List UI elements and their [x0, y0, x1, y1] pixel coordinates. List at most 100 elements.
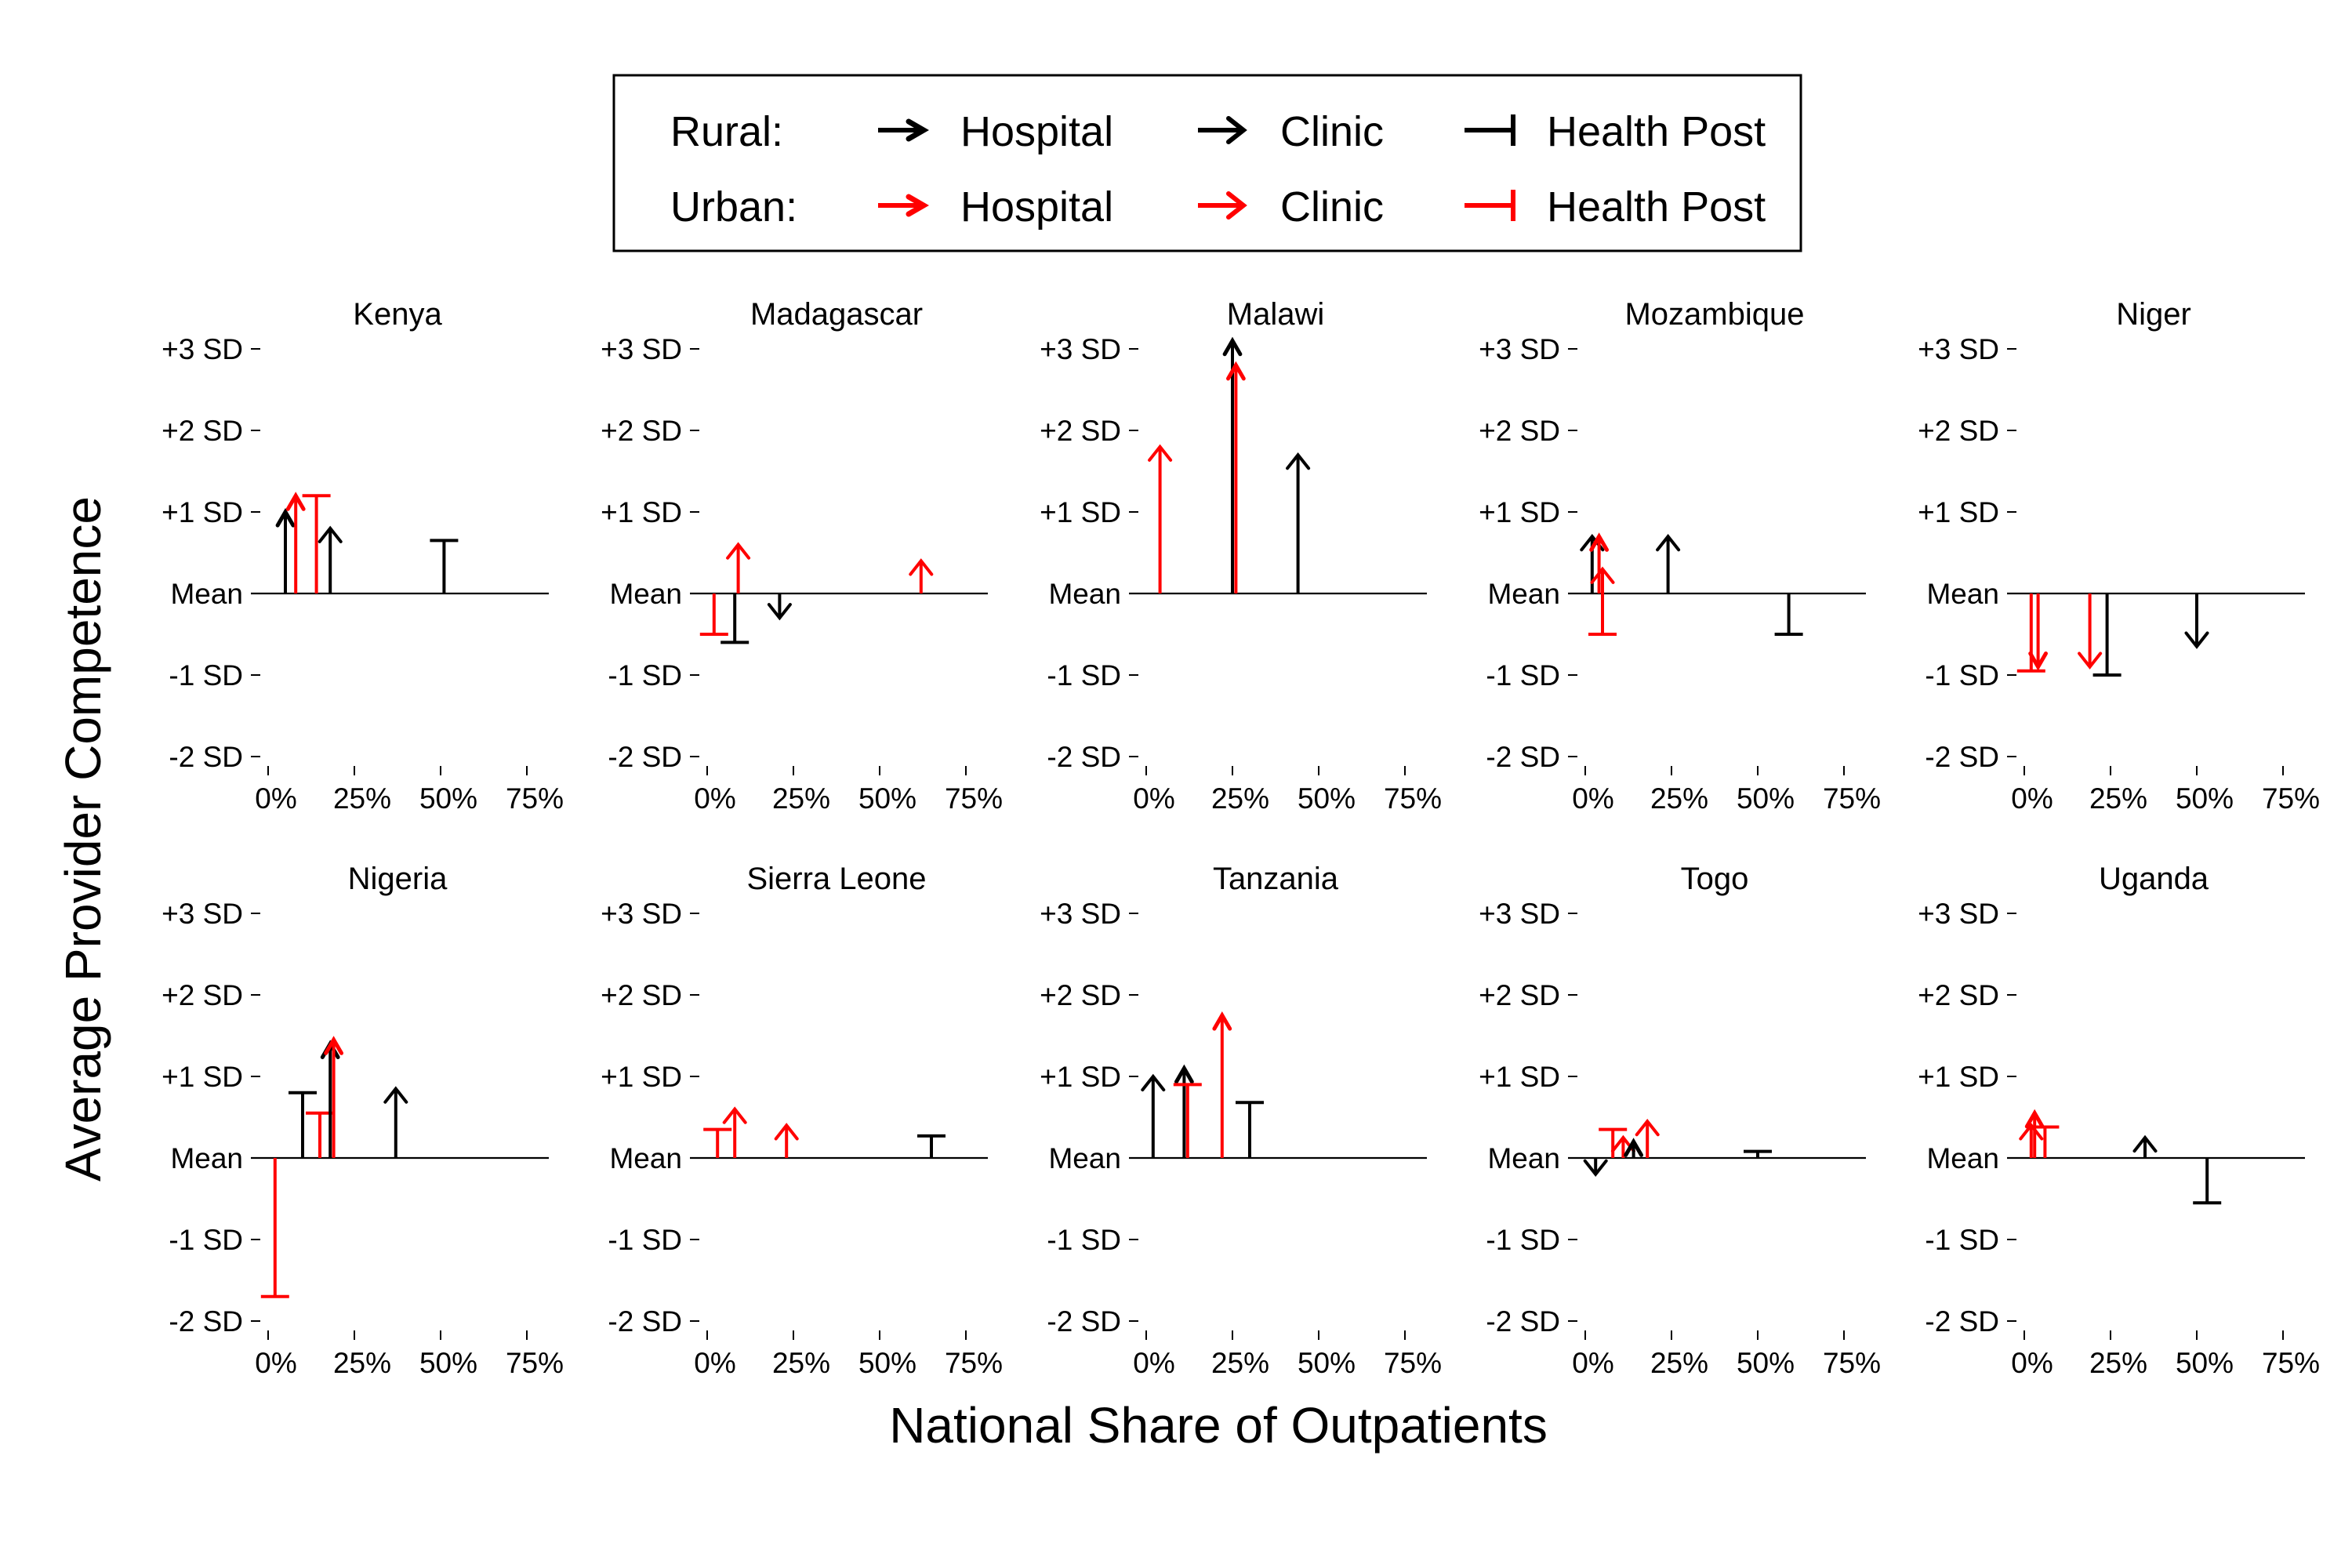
y-tick-label: +3 SD: [162, 333, 243, 365]
y-tick-label: -1 SD: [1925, 659, 1999, 691]
x-tick-label: 0%: [255, 1347, 296, 1379]
x-tick-label: 75%: [1384, 1347, 1442, 1379]
x-tick-label: 50%: [419, 1347, 477, 1379]
legend-row-label: Urban:: [670, 183, 797, 230]
y-tick-label: -2 SD: [1047, 741, 1121, 773]
panel-title: Niger: [2116, 297, 2191, 332]
y-tick-label: +3 SD: [1918, 333, 1999, 365]
x-tick-label: 0%: [2011, 1347, 2053, 1379]
y-tick-label: +3 SD: [1040, 333, 1121, 365]
x-tick-label: 75%: [506, 1347, 564, 1379]
x-tick-label: 25%: [2089, 782, 2147, 815]
marker-urban-hospital: [1226, 361, 1246, 593]
panel-togo: Togo +3 SD +2 SD +1 SD Mean -1 SD -2 SD 0% 25% 50…: [1479, 862, 1881, 1379]
panel-nigeria: Nigeria +3 SD +2 SD +1 SD Mean -1 SD -2 SD 0% 25…: [162, 862, 564, 1379]
x-tick-label: 75%: [2262, 1347, 2320, 1379]
marker-urban-healthpost: [699, 593, 728, 636]
legend-marker-clinic-icon: [1198, 116, 1247, 144]
x-axis-label: National Share of Outpatients: [889, 1397, 1548, 1454]
marker-rural-healthpost: [1236, 1101, 1264, 1158]
x-tick-label: 25%: [2089, 1347, 2147, 1379]
marker-rural-clinic: [1583, 1158, 1608, 1178]
marker-rural-clinic: [2184, 593, 2209, 649]
marker-urban-clinic: [1590, 566, 1615, 593]
y-tick-label: -2 SD: [608, 741, 682, 773]
x-tick-label: 50%: [2176, 782, 2234, 815]
panel-title: Mozambique: [1624, 297, 1804, 332]
panel-title: Nigeria: [348, 862, 448, 896]
x-tick-label: 75%: [945, 1347, 1003, 1379]
marker-urban-clinic: [1148, 444, 1173, 593]
x-tick-label: 25%: [333, 782, 391, 815]
legend-marker-healthpost-icon: [1465, 190, 1515, 221]
x-tick-label: 25%: [772, 1347, 830, 1379]
marker-urban-clinic: [1635, 1118, 1660, 1158]
marker-rural-hospital: [1222, 336, 1243, 593]
panel-tanzania: Tanzania +3 SD +2 SD +1 SD Mean -1 SD -2 SD 0% 2…: [1040, 862, 1442, 1379]
marker-urban-clinic: [2078, 593, 2103, 670]
x-tick-label: 25%: [1211, 782, 1269, 815]
y-tick-label: +2 SD: [1040, 415, 1121, 447]
marker-rural-hospital: [1624, 1138, 1643, 1158]
legend-marker-hospital-icon: [878, 118, 929, 142]
y-tick-label: -2 SD: [1925, 741, 1999, 773]
y-tick-label: -1 SD: [1486, 1224, 1560, 1256]
legend-item-label: Health Post: [1547, 108, 1766, 155]
marker-urban-healthpost: [260, 1158, 289, 1298]
x-tick-label: 0%: [1572, 1347, 1613, 1379]
marker-urban-hospital: [285, 492, 306, 593]
panels: Kenya +3 SD +2 SD +1 SD Mean -1 SD -2 SD 0% 25% 5…: [162, 297, 2320, 1379]
legend-item-label: Clinic: [1280, 108, 1384, 155]
x-tick-label: 25%: [1211, 1347, 1269, 1379]
marker-urban-clinic: [909, 558, 934, 593]
marker-rural-healthpost: [2092, 593, 2122, 677]
y-tick-label: +3 SD: [162, 898, 243, 930]
y-tick-label: -2 SD: [1925, 1305, 1999, 1338]
y-tick-label: -2 SD: [169, 1305, 243, 1338]
marker-rural-healthpost: [917, 1134, 946, 1158]
marker-urban-healthpost: [1599, 1127, 1628, 1158]
panel-niger: Niger +3 SD +2 SD +1 SD Mean -1 SD -2 SD 0% 25% 5…: [1918, 297, 2320, 815]
marker-urban-healthpost: [703, 1127, 732, 1158]
marker-rural-clinic: [1286, 452, 1311, 593]
panel-title: Malawi: [1227, 297, 1324, 332]
marker-rural-clinic: [1141, 1073, 1166, 1158]
legend-marker-clinic-icon: [1198, 191, 1247, 220]
marker-rural-healthpost: [720, 593, 750, 644]
x-tick-label: 25%: [1650, 782, 1708, 815]
marker-rural-hospital: [320, 1040, 340, 1158]
x-tick-label: 25%: [333, 1347, 391, 1379]
y-tick-label: +3 SD: [601, 333, 682, 365]
y-tick-label: +3 SD: [1918, 898, 1999, 930]
x-tick-label: 50%: [1737, 782, 1795, 815]
y-tick-label: -2 SD: [1486, 1305, 1560, 1338]
marker-urban-clinic: [2019, 1123, 2044, 1158]
marker-urban-hospital: [2028, 593, 2048, 671]
marker-urban-hospital: [2024, 1109, 2045, 1158]
y-tick-label: +2 SD: [1479, 979, 1560, 1011]
y-tick-label: -1 SD: [169, 1224, 243, 1256]
x-tick-label: 0%: [2011, 782, 2053, 815]
y-tick-label: Mean: [170, 1142, 243, 1174]
marker-rural-clinic: [767, 593, 792, 621]
marker-urban-hospital: [1589, 532, 1609, 593]
y-tick-label: +1 SD: [601, 1061, 682, 1093]
y-tick-label: +3 SD: [1040, 898, 1121, 930]
x-tick-label: 50%: [1737, 1347, 1795, 1379]
y-axis-label: Average Provider Competence: [55, 496, 111, 1181]
panel-kenya: Kenya +3 SD +2 SD +1 SD Mean -1 SD -2 SD 0% 25% 5…: [162, 297, 564, 815]
x-tick-label: 50%: [1298, 1347, 1356, 1379]
y-tick-label: Mean: [170, 578, 243, 610]
marker-rural-healthpost: [289, 1091, 317, 1158]
y-tick-label: -2 SD: [169, 741, 243, 773]
legend-item-label: Hospital: [960, 108, 1113, 155]
y-tick-label: +2 SD: [162, 415, 243, 447]
marker-rural-hospital: [1174, 1064, 1194, 1158]
x-tick-label: 0%: [1133, 782, 1174, 815]
legend-item-label: Health Post: [1547, 183, 1766, 230]
x-tick-label: 0%: [1133, 1347, 1174, 1379]
y-tick-label: +1 SD: [1040, 1061, 1121, 1093]
panel-sierra-leone: Sierra Leone +3 SD +2 SD +1 SD Mean -1 SD -2 S…: [601, 862, 1003, 1379]
y-tick-label: +2 SD: [1918, 979, 1999, 1011]
